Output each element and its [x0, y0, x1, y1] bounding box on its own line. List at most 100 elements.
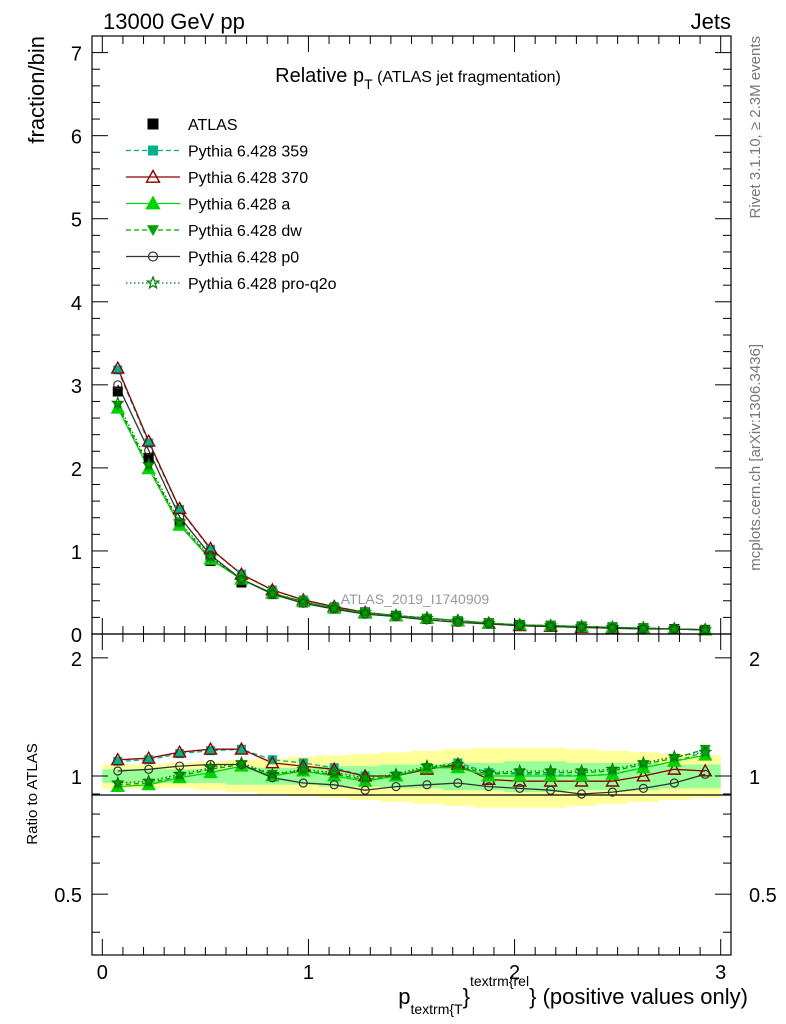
- ratio-line-pythia-6-428-p0: [117, 763, 706, 795]
- ratio-point-pythia-6-428-370: [605, 773, 620, 787]
- ratio-ytick-label-right: 0.5: [749, 885, 777, 907]
- main-point-pythia-6-428-p0: [422, 615, 432, 625]
- legend-marker-pythia-6-428-dw: [147, 225, 159, 236]
- ratio-point-pythia-6-428-359: [236, 744, 246, 754]
- main-line-pythia-6-428-p0: [117, 384, 706, 631]
- main-point-pythia-6-428-pro-q2o: [327, 601, 342, 615]
- main-ytick-label: 2: [71, 459, 82, 481]
- main-ytick-label: 6: [71, 127, 82, 149]
- ratio-point-pythia-6-428-359: [206, 746, 216, 756]
- ratio-point-pythia-6-428-pro-q2o: [141, 773, 156, 788]
- main-point-pythia-6-428-359: [113, 365, 123, 375]
- main-panel: fraction/bin ATLAS_2019_I1740909 0 1 2 3 4 5 6…: [24, 35, 732, 647]
- ratio-line-pythia-6-428-370: [117, 748, 706, 782]
- main-point-pythia-6-428-pro-q2o: [450, 613, 465, 627]
- ratio-point-pythia-6-428-p0: [669, 778, 679, 788]
- main-ytick-label: 3: [71, 376, 82, 398]
- legend: ATLAS Pythia 6.428 359 Pythia 6.428 370 Pyt…: [126, 117, 337, 293]
- ratio-point-pythia-6-428-370: [141, 750, 156, 764]
- main-point-pythia-6-428-p0: [576, 622, 587, 632]
- main-point-pythia-6-428-359: [144, 438, 154, 448]
- ratio-point-pythia-6-428-p0: [453, 778, 463, 788]
- ratio-point-pythia-6-428-pro-q2o: [574, 763, 589, 777]
- ratio-point-pythia-6-428-p0: [113, 766, 123, 776]
- ratio-point-pythia-6-428-p0: [267, 773, 277, 783]
- main-point-pythia-6-428-pro-q2o: [605, 620, 620, 634]
- legend-marker-pythia-6-428-p0: [147, 251, 159, 262]
- legend-label-atlas: ATLAS: [188, 117, 238, 134]
- main-ylabel: fraction/bin: [24, 36, 49, 144]
- ratio-point-pythia-6-428-359: [144, 755, 154, 765]
- main-point-pythia-6-428-pro-q2o: [574, 619, 589, 633]
- main-ytick-label: 0: [71, 625, 82, 647]
- ratio-point-pythia-6-428-p0: [360, 785, 370, 795]
- ratio-point-pythia-6-428-pro-q2o: [636, 755, 651, 769]
- ratio-point-pythia-6-428-p0: [546, 785, 556, 795]
- header-left: 13000 GeV pp: [103, 9, 245, 34]
- main-point-atlas: [112, 386, 123, 397]
- ratio-xtick-label: 2: [509, 962, 520, 984]
- ratio-point-pythia-6-428-pro-q2o: [296, 762, 311, 776]
- ratio-point-pythia-6-428-p0: [298, 778, 308, 788]
- ratio-point-pythia-6-428-370: [234, 741, 249, 755]
- ratio-ytick-label-right: 1: [749, 767, 760, 789]
- ratio-point-pythia-6-428-p0: [638, 783, 648, 793]
- ratio-point-pythia-6-428-pro-q2o: [481, 765, 496, 779]
- ratio-point-pythia-6-428-pro-q2o: [420, 758, 434, 772]
- main-point-pythia-6-428-pro-q2o: [481, 616, 496, 630]
- main-point-pythia-6-428-pro-q2o: [265, 586, 280, 600]
- legend-label-pythia-6-428-pro-q2o: Pythia 6.428 pro-q2o: [188, 276, 337, 293]
- ratio-point-pythia-6-428-dw: [699, 744, 711, 755]
- ratio-point-pythia-6-428-pro-q2o: [605, 762, 620, 776]
- ratio-point-pythia-6-428-pro-q2o: [265, 767, 280, 781]
- main-point-pythia-6-428-pro-q2o: [203, 549, 218, 563]
- watermark: ATLAS_2019_I1740909: [341, 591, 490, 607]
- main-point-pythia-6-428-359: [175, 504, 185, 514]
- legend-label-pythia-6-428-a: Pythia 6.428 a: [188, 197, 290, 214]
- ratio-line-pythia-6-428-pro-q2o: [117, 751, 706, 784]
- ratio-xtick-label: 1: [303, 962, 314, 984]
- main-point-pythia-6-428-pro-q2o: [389, 608, 403, 622]
- ratio-ytick-label-right: 2: [749, 649, 760, 671]
- main-ytick-label: 7: [71, 44, 82, 66]
- main-point-pythia-6-428-359: [206, 544, 216, 554]
- ratio-point-pythia-6-428-p0: [144, 764, 154, 774]
- main-point-pythia-6-428-p0: [607, 623, 618, 633]
- ratio-point-pythia-6-428-pro-q2o: [110, 775, 125, 789]
- legend-marker-pythia-6-428-a: [145, 195, 161, 210]
- ratio-point-pythia-6-428-pro-q2o: [698, 744, 713, 758]
- ratio-ytick-label: 2: [71, 649, 82, 671]
- ratio-point-pythia-6-428-p0: [576, 789, 587, 799]
- main-point-pythia-6-428-p0: [298, 598, 308, 608]
- main-ytick-label: 5: [71, 210, 82, 232]
- legend-label-pythia-6-428-370: Pythia 6.428 370: [188, 170, 308, 187]
- main-point-pythia-6-428-p0: [391, 611, 401, 622]
- main-point-pythia-6-428-p0: [329, 604, 339, 614]
- ratio-point-pythia-6-428-370: [667, 761, 682, 775]
- main-point-pythia-6-428-p0: [638, 624, 648, 634]
- main-ytick-label: 4: [71, 293, 82, 315]
- ratio-point-pythia-6-428-p0: [391, 781, 401, 792]
- ratio-point-pythia-6-428-370: [636, 768, 651, 782]
- main-point-pythia-6-428-p0: [484, 619, 494, 629]
- main-ytick-label: 1: [71, 542, 82, 564]
- ratio-point-pythia-6-428-pro-q2o: [327, 765, 342, 779]
- ratio-ytick-label: 0.5: [54, 885, 82, 907]
- ratio-point-pythia-6-428-p0: [607, 787, 618, 797]
- main-point-pythia-6-428-pro-q2o: [141, 457, 156, 471]
- side-label-bottom: mcplots.cern.ch [arXiv:1306.3436]: [747, 344, 764, 571]
- main-point-pythia-6-428-p0: [175, 512, 185, 522]
- main-point-pythia-6-428-pro-q2o: [358, 605, 373, 619]
- legend-marker-pythia-6-428-370: [145, 169, 161, 183]
- legend-marker-pythia-6-428-359: [148, 145, 158, 156]
- ratio-point-pythia-6-428-pro-q2o: [203, 760, 218, 774]
- ratio-point-pythia-6-428-p0: [422, 780, 432, 790]
- main-title: Relative pT (ATLAS jet fragmentation): [275, 65, 561, 92]
- ratio-point-pythia-6-428-p0: [515, 783, 525, 793]
- ratio-point-pythia-6-428-pro-q2o: [667, 749, 682, 763]
- main-point-pythia-6-428-p0: [144, 445, 154, 456]
- ratio-point-pythia-6-428-370: [698, 763, 713, 777]
- side-label-top: Rivet 3.1.10, ≥ 2.3M events: [747, 36, 764, 219]
- ratio-ytick-label: 1: [71, 767, 82, 789]
